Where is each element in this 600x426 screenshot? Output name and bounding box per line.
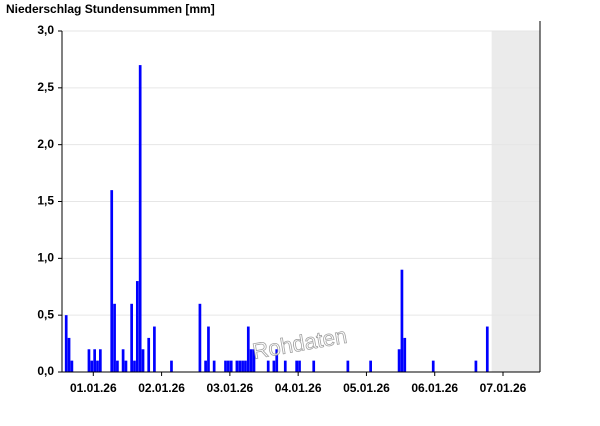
bar [207, 326, 210, 372]
bar [249, 349, 253, 372]
bar [116, 360, 119, 372]
bar [295, 360, 299, 372]
x-tick-label: 07.01.26 [480, 381, 527, 395]
y-tick-label: 0,0 [37, 364, 54, 378]
bar [312, 360, 316, 372]
bar [400, 269, 404, 372]
bar [93, 349, 97, 372]
bar [369, 360, 372, 372]
bar [153, 326, 156, 372]
bar [138, 65, 142, 372]
bar [224, 360, 227, 372]
bar [298, 360, 301, 372]
bar [431, 360, 435, 372]
bar [235, 360, 239, 372]
bar [275, 349, 279, 372]
bar [244, 360, 247, 372]
x-tick-label: 02.01.26 [138, 381, 185, 395]
watermark: Rohdaten [251, 323, 349, 364]
bar [272, 360, 276, 372]
y-tick-label: 3,0 [37, 23, 54, 37]
x-tick-label: 04.01.26 [275, 381, 322, 395]
bar [170, 360, 173, 372]
bar [87, 349, 91, 372]
bar [241, 360, 244, 372]
y-tick-label: 0,5 [37, 307, 54, 321]
x-tick-label: 01.01.26 [70, 381, 117, 395]
bar [266, 360, 270, 372]
bar [229, 360, 233, 372]
bar [124, 360, 128, 372]
bar [246, 326, 250, 372]
bar [283, 360, 287, 372]
y-tick-label: 2,5 [37, 80, 54, 94]
bar [238, 360, 242, 372]
bar [110, 190, 114, 372]
bar [227, 360, 230, 372]
bar [113, 303, 116, 372]
x-tick-label: 03.01.26 [207, 381, 254, 395]
bar [121, 349, 125, 372]
bar [130, 303, 133, 372]
bar [212, 360, 216, 372]
bar [70, 360, 74, 372]
chart-title: Niederschlag Stundensummen [mm] [6, 2, 215, 16]
y-tick-label: 1,0 [37, 251, 54, 265]
bar [252, 349, 256, 372]
bar [474, 360, 478, 372]
bar [346, 360, 350, 372]
bar [133, 360, 136, 372]
x-tick-label: 05.01.26 [343, 381, 390, 395]
bar [135, 281, 139, 372]
bar [403, 337, 407, 372]
bar [141, 349, 145, 372]
bar [96, 360, 99, 372]
y-tick-label: 1,5 [37, 194, 54, 208]
bar [67, 337, 71, 372]
y-tick-label: 2,0 [37, 137, 54, 151]
bar [485, 326, 489, 372]
bar [397, 349, 401, 372]
x-tick-label: 06.01.26 [411, 381, 458, 395]
bar [147, 337, 151, 372]
bar [198, 303, 202, 372]
bar [98, 349, 102, 372]
bar [204, 360, 207, 372]
bar [64, 315, 68, 372]
bar [90, 360, 94, 372]
